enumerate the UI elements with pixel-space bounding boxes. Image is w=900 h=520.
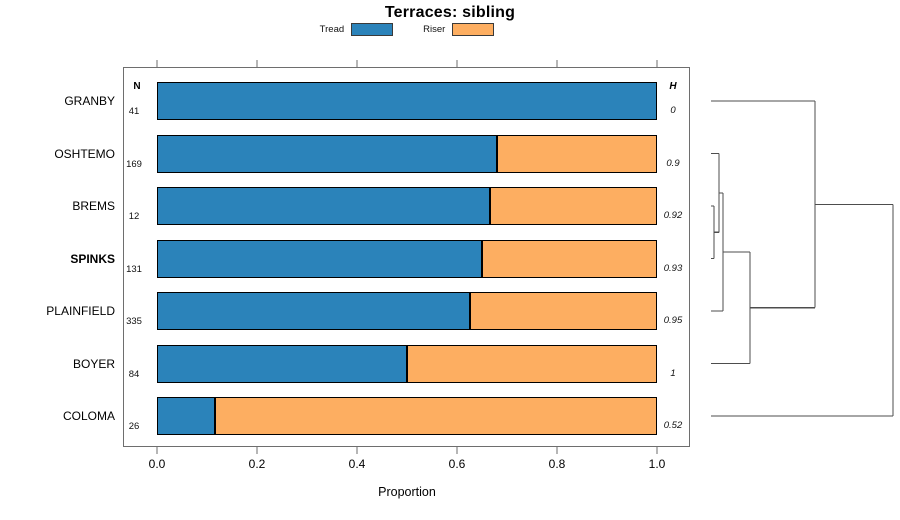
category-label: OSHTEMO bbox=[54, 146, 115, 161]
h-value: 1 bbox=[670, 367, 676, 379]
bar-row bbox=[157, 397, 657, 435]
plot-frame bbox=[123, 67, 690, 447]
h-value: 0.9 bbox=[666, 157, 680, 169]
bar-segment-riser bbox=[497, 134, 657, 173]
legend-item-tread: Tread bbox=[319, 23, 394, 36]
bar-segment-tread bbox=[157, 187, 490, 225]
category-label: COLOMA bbox=[62, 409, 115, 423]
category-label: GRANBY bbox=[64, 94, 115, 108]
x-tick-label: 0.8 bbox=[548, 457, 566, 471]
n-value: 335 bbox=[126, 316, 142, 327]
n-value: 41 bbox=[128, 106, 140, 117]
h-value: 0 bbox=[670, 105, 676, 116]
x-tick-label: 0.4 bbox=[348, 457, 366, 471]
x-tick-label: 0.0 bbox=[148, 457, 166, 471]
bar-segment-riser bbox=[489, 187, 657, 225]
x-tick-label: 0.6 bbox=[448, 457, 466, 471]
axis-ticks bbox=[156, 60, 658, 454]
x-tick-label: 0.2 bbox=[248, 457, 266, 471]
legend-swatch-tread bbox=[351, 23, 394, 36]
n-column-header: N bbox=[133, 81, 141, 92]
category-label: SPINKS bbox=[70, 251, 115, 266]
h-value: 0.52 bbox=[663, 420, 683, 431]
bar-segment-riser bbox=[469, 292, 657, 330]
legend-label-tread: Tread bbox=[319, 24, 345, 35]
bar-segment-tread bbox=[157, 239, 482, 278]
n-value: 131 bbox=[126, 263, 142, 275]
category-label: BREMS bbox=[72, 199, 115, 213]
h-value: 0.95 bbox=[663, 315, 683, 326]
h-column-header: H bbox=[669, 81, 677, 92]
bar-row bbox=[157, 134, 657, 173]
bar-row bbox=[157, 292, 657, 330]
bar-segment-tread bbox=[157, 344, 407, 383]
n-value: 84 bbox=[128, 368, 140, 380]
bar-segment-riser bbox=[482, 239, 657, 278]
n-value: 26 bbox=[128, 421, 140, 432]
legend-label-riser: Riser bbox=[423, 24, 446, 35]
bar-segment-riser bbox=[214, 397, 657, 435]
bar-row bbox=[157, 344, 657, 383]
page-title: Terraces: sibling bbox=[384, 4, 516, 21]
n-value: 12 bbox=[128, 211, 140, 222]
legend-swatch-riser bbox=[452, 23, 495, 36]
legend: Tread Riser bbox=[0, 23, 814, 36]
bar-segment-tread bbox=[157, 292, 470, 330]
legend-item-riser: Riser bbox=[423, 23, 495, 36]
bar-row bbox=[157, 82, 657, 120]
bar-segment-tread bbox=[157, 134, 497, 173]
n-value: 169 bbox=[126, 158, 142, 170]
category-label: BOYER bbox=[72, 356, 115, 371]
dendrogram-lines bbox=[711, 100, 894, 417]
h-value: 0.93 bbox=[663, 262, 683, 274]
bar-row bbox=[157, 239, 657, 278]
x-tick-label: 1.0 bbox=[648, 457, 666, 471]
h-value: 0.92 bbox=[663, 210, 683, 221]
bar-segment-tread bbox=[157, 397, 215, 435]
x-axis-title: Proportion bbox=[378, 485, 436, 499]
bar-segment-riser bbox=[407, 344, 657, 383]
bar-segment-tread bbox=[157, 82, 657, 120]
bar-row bbox=[157, 187, 657, 225]
category-label: PLAINFIELD bbox=[46, 304, 115, 318]
